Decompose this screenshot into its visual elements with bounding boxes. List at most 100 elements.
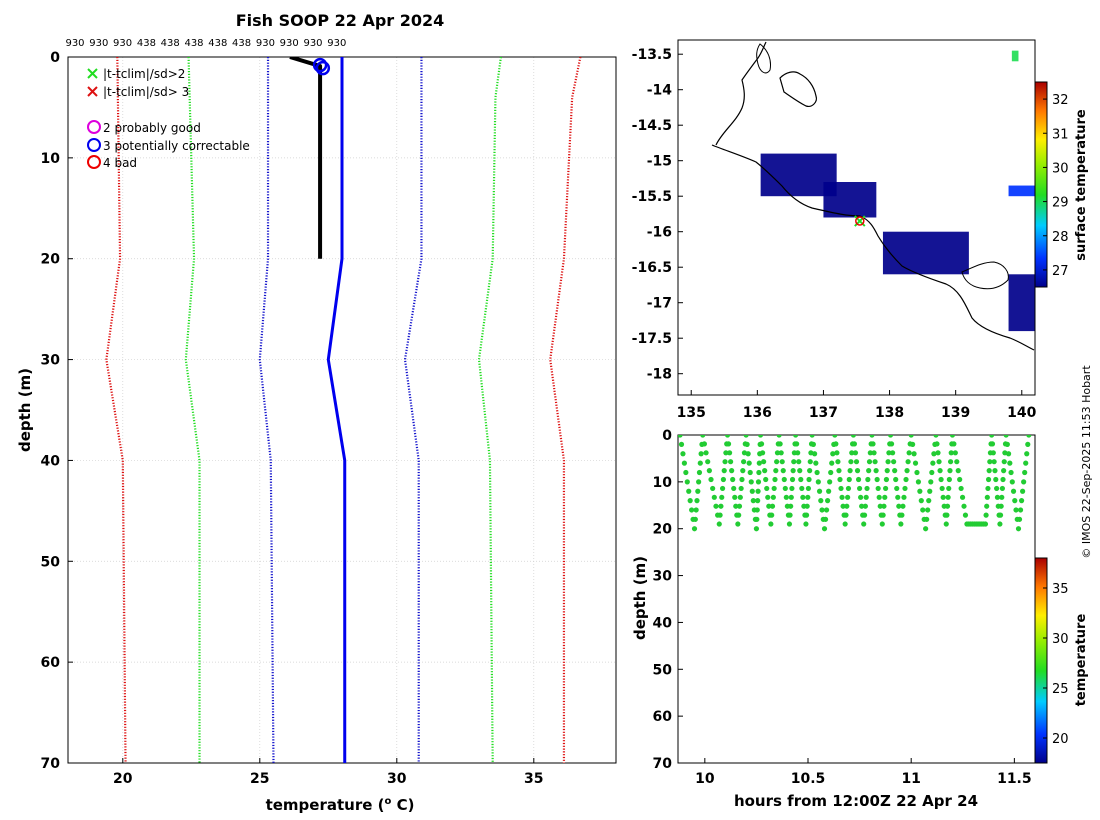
- section-point: [863, 494, 869, 500]
- top-sample-label: 438: [208, 38, 227, 49]
- section-point: [1003, 435, 1009, 438]
- section-point: [875, 485, 881, 492]
- section-point: [951, 441, 957, 447]
- section-point: [892, 468, 898, 474]
- section-point: [918, 498, 924, 504]
- section-point: [813, 460, 819, 466]
- x-tick-label: 25: [250, 771, 269, 787]
- x-tick-label: 137: [809, 405, 838, 421]
- section-point: [769, 503, 776, 509]
- section-point: [764, 485, 770, 492]
- section-point: [931, 451, 937, 457]
- section-point: [943, 521, 949, 527]
- section-point: [719, 494, 725, 500]
- section-point: [766, 503, 772, 509]
- temperature-colorbar-label: temperature: [1074, 614, 1089, 707]
- section-point: [803, 512, 810, 518]
- section-point: [928, 479, 934, 485]
- colorbar-tick-label: 28: [1052, 230, 1069, 245]
- y-tick-label: 0: [662, 428, 672, 444]
- section-point: [780, 468, 786, 474]
- x-tick-label: 139: [941, 405, 970, 421]
- section-point: [696, 469, 703, 476]
- section-point: [684, 479, 690, 485]
- section-point: [842, 521, 848, 527]
- top-sample-label: 438: [184, 38, 203, 49]
- section-point: [711, 494, 717, 500]
- section-point: [949, 435, 956, 438]
- section-point: [935, 450, 941, 456]
- colorbar-tick-label: 35: [1052, 582, 1069, 597]
- section-point: [985, 476, 992, 483]
- section-point: [957, 476, 963, 483]
- section-point: [1001, 468, 1007, 474]
- section-point: [1013, 507, 1019, 513]
- section-point: [929, 469, 935, 476]
- colorbar-tick-label: 31: [1052, 127, 1069, 142]
- section-point: [815, 479, 821, 485]
- section-point: [982, 521, 989, 527]
- section-point: [754, 516, 760, 522]
- section-point: [835, 459, 841, 465]
- section-point: [912, 460, 919, 466]
- section-point: [984, 503, 990, 509]
- profile-y-axis-label: depth (m): [16, 368, 34, 452]
- section-point: [713, 503, 719, 509]
- section-point: [923, 526, 929, 532]
- section-point: [748, 479, 754, 485]
- section-point: [997, 512, 1004, 518]
- series-line: [258, 57, 275, 763]
- y-tick-label: 20: [41, 252, 61, 268]
- section-point: [781, 476, 787, 483]
- section-point: [989, 435, 995, 438]
- section-point: [994, 494, 1001, 500]
- red-circle-icon: [87, 155, 101, 169]
- section-point: [809, 435, 815, 438]
- section-point: [866, 468, 872, 474]
- colorbar-tick-label: 30: [1052, 161, 1069, 176]
- section-point: [945, 494, 951, 500]
- section-point: [694, 498, 700, 504]
- y-tick-label: -18: [647, 367, 672, 383]
- section-point: [882, 485, 889, 492]
- section-point: [786, 521, 793, 527]
- section-point: [834, 450, 840, 456]
- y-tick-label: -17: [647, 296, 672, 312]
- section-point: [1009, 479, 1015, 485]
- top-sample-label: 930: [327, 38, 346, 49]
- section-point: [846, 476, 852, 483]
- top-sample-label: 930: [280, 38, 299, 49]
- section-point: [805, 485, 812, 492]
- section-point: [873, 468, 879, 474]
- section-point: [895, 494, 901, 500]
- series-line: [105, 57, 127, 763]
- section-point: [1004, 441, 1010, 447]
- green-x-icon: [87, 68, 98, 79]
- section-point: [708, 476, 714, 483]
- section-point: [992, 468, 998, 474]
- section-point: [1010, 488, 1017, 494]
- section-point: [731, 485, 737, 492]
- section-point: [937, 468, 943, 474]
- section-point: [728, 459, 734, 465]
- section-point: [947, 459, 954, 465]
- section-point: [983, 512, 989, 518]
- section-point: [807, 459, 813, 465]
- section-point: [700, 435, 706, 438]
- section-point: [790, 468, 796, 474]
- section-point: [933, 435, 939, 438]
- coastline: [711, 41, 1035, 351]
- section-point: [984, 494, 990, 500]
- section-axes-box: [677, 434, 1036, 764]
- section-point: [899, 512, 905, 518]
- section-point: [686, 488, 692, 494]
- temperature-colorbar: [1034, 557, 1048, 764]
- section-point: [755, 488, 761, 494]
- profile-x-axis-label: temperature (o C): [266, 796, 415, 814]
- series-line: [184, 57, 201, 763]
- profile-ticks: 20 25 30 35 0 10 20 30 40 50 60 70: [41, 50, 544, 787]
- section-point: [879, 521, 885, 527]
- section-point: [939, 485, 945, 492]
- section-point: [849, 450, 855, 456]
- section-point: [726, 450, 733, 456]
